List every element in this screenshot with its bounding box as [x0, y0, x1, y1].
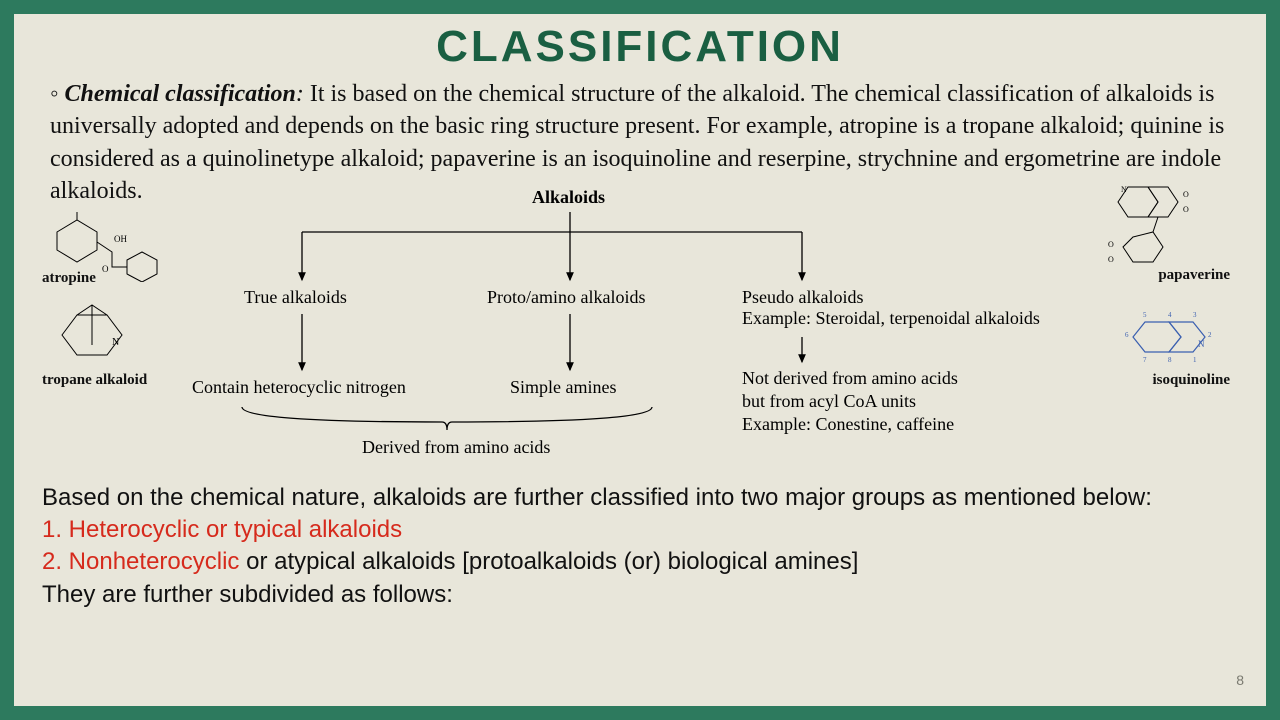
svg-text:N: N [1198, 339, 1205, 349]
bottom-text-block: Based on the chemical nature, alkaloids … [42, 482, 1238, 612]
branch-pseudo: Pseudo alkaloids Example: Steroidal, ter… [742, 287, 1082, 329]
svg-text:O: O [1108, 255, 1114, 264]
isoquinoline-label: isoquinoline [1152, 372, 1230, 389]
svg-text:6: 6 [1125, 331, 1129, 339]
svg-text:5: 5 [1143, 311, 1147, 319]
tropane-label: tropane alkaloid [42, 372, 147, 389]
bottom-item2-red: 2. Nonheterocyclic [42, 548, 239, 575]
svg-text:OH: OH [114, 234, 127, 244]
intro-body-colon: : [296, 81, 304, 107]
bottom-tail: They are further subdivided as follows: [42, 579, 1238, 611]
bottom-lead: Based on the chemical nature, alkaloids … [42, 482, 1238, 514]
isoquinoline-structure-icon: N 5 4 3 2 1 8 7 6 [1113, 307, 1223, 367]
atropine-label: atropine [42, 270, 96, 287]
slide-title: CLASSIFICATION [42, 22, 1238, 72]
svg-text:O: O [1183, 205, 1189, 214]
slide: CLASSIFICATION Chemical classification: … [14, 14, 1266, 706]
svg-text:4: 4 [1168, 311, 1172, 319]
classification-diagram: OH O atropine N tropane alkaloid [42, 212, 1238, 482]
diagram-arrows-icon [42, 212, 1238, 482]
svg-text:3: 3 [1193, 311, 1197, 319]
sub-proto: Simple amines [510, 377, 617, 398]
svg-text:N: N [1121, 185, 1127, 194]
svg-text:1: 1 [1193, 356, 1197, 364]
bottom-item1: 1. Heterocyclic or typical alkaloids [42, 514, 1238, 546]
branch-proto: Proto/amino alkaloids [487, 287, 645, 308]
papaverine-label: papaverine [1158, 267, 1230, 284]
svg-text:O: O [102, 264, 109, 274]
root-node: Alkaloids [532, 187, 605, 208]
intro-label: Chemical classification [65, 81, 296, 107]
branch-pseudo-example: Example: Steroidal, terpenoidal alkaloid… [742, 308, 1040, 328]
svg-text:O: O [1183, 190, 1189, 199]
svg-text:8: 8 [1168, 356, 1172, 364]
sub-pseudo-example: Example: Conestine, caffeine [742, 414, 954, 434]
svg-text:O: O [1108, 240, 1114, 249]
branch-true: True alkaloids [244, 287, 347, 308]
intro-paragraph: Chemical classification: It is based on … [42, 78, 1238, 208]
derived-note: Derived from amino acids [362, 437, 550, 458]
bottom-item1-red: 1. Heterocyclic or typical alkaloids [42, 516, 402, 543]
svg-text:2: 2 [1208, 331, 1212, 339]
sub-true: Contain heterocyclic nitrogen [192, 377, 406, 398]
sub-pseudo: Not derived from amino acidsbut from acy… [742, 367, 1022, 437]
tropane-structure-icon: N [52, 300, 152, 370]
svg-text:N: N [112, 337, 119, 348]
bottom-item2-rest: or atypical alkaloids [protoalkaloids (o… [239, 548, 858, 575]
bottom-item2: 2. Nonheterocyclic or atypical alkaloids… [42, 546, 1238, 578]
svg-text:7: 7 [1143, 356, 1147, 364]
branch-pseudo-name: Pseudo alkaloids [742, 287, 864, 307]
page-number: 8 [1236, 672, 1244, 688]
